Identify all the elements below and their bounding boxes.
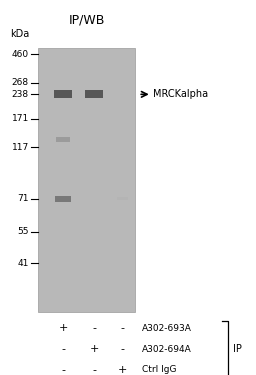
Text: Ctrl IgG: Ctrl IgG	[142, 366, 176, 375]
Text: -: -	[92, 324, 96, 333]
Text: kDa: kDa	[10, 29, 29, 39]
Text: MRCKalpha: MRCKalpha	[153, 89, 208, 99]
Bar	[38, 48, 135, 312]
Text: 117: 117	[12, 143, 29, 152]
Text: -: -	[61, 344, 65, 354]
Text: -: -	[120, 344, 124, 354]
Text: 71: 71	[17, 194, 29, 203]
Text: A302-694A: A302-694A	[142, 345, 191, 354]
Bar	[55, 90, 72, 98]
Bar	[117, 197, 128, 200]
Text: +: +	[89, 344, 99, 354]
Text: +: +	[118, 365, 127, 375]
Text: -: -	[92, 365, 96, 375]
Bar	[55, 195, 71, 202]
Bar	[85, 90, 103, 98]
Bar	[57, 137, 70, 142]
Text: +: +	[58, 324, 68, 333]
Text: 171: 171	[12, 114, 29, 123]
Text: -: -	[61, 365, 65, 375]
Text: -: -	[120, 324, 124, 333]
Text: IP: IP	[233, 344, 242, 354]
Text: 268: 268	[12, 78, 29, 87]
Text: 238: 238	[12, 90, 29, 99]
Text: 460: 460	[12, 50, 29, 59]
Text: IP/WB: IP/WB	[68, 14, 105, 27]
Text: A302-693A: A302-693A	[142, 324, 191, 333]
Text: 55: 55	[17, 228, 29, 237]
Text: 41: 41	[18, 259, 29, 268]
